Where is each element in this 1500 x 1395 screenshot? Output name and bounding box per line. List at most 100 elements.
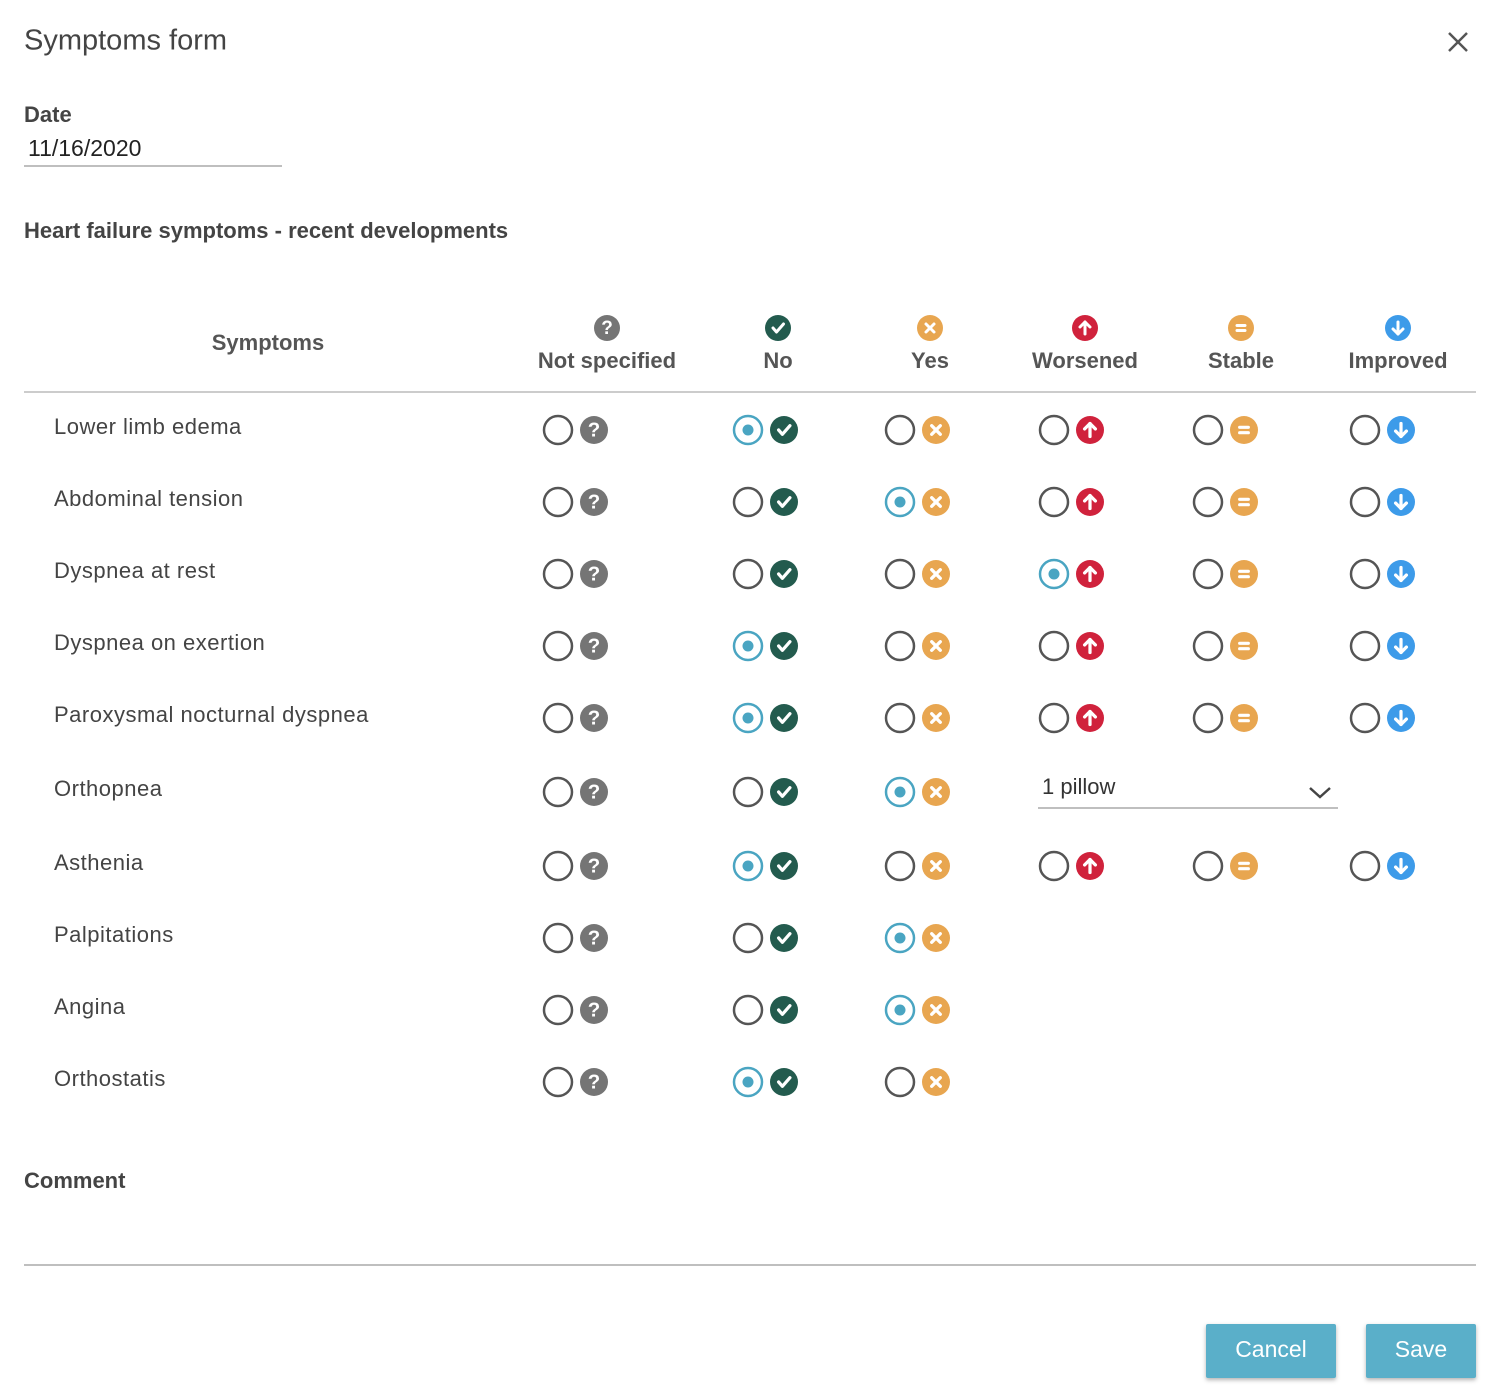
option-icon	[922, 778, 950, 806]
radio[interactable]	[542, 558, 574, 590]
radio-option[interactable]	[1349, 850, 1381, 882]
radio[interactable]	[1038, 850, 1070, 882]
radio[interactable]	[542, 414, 574, 446]
radio-option[interactable]	[1349, 630, 1381, 662]
radio-option[interactable]	[542, 1066, 574, 1098]
radio-option[interactable]	[732, 486, 764, 518]
radio-option[interactable]	[884, 558, 916, 590]
radio-option[interactable]	[1349, 558, 1381, 590]
radio-option[interactable]	[732, 414, 764, 446]
date-input[interactable]: 11/16/2020	[28, 135, 141, 161]
radio-option[interactable]	[1038, 850, 1070, 882]
radio[interactable]	[1349, 486, 1381, 518]
radio-option[interactable]	[542, 414, 574, 446]
radio-option[interactable]	[542, 994, 574, 1026]
radio-option[interactable]	[1038, 702, 1070, 734]
radio-option[interactable]	[1349, 702, 1381, 734]
radio-option[interactable]	[1349, 486, 1381, 518]
button[interactable]: Save	[1366, 1324, 1476, 1378]
radio[interactable]	[1192, 630, 1224, 662]
radio-option[interactable]	[1038, 414, 1070, 446]
radio[interactable]	[542, 922, 574, 954]
radio-option[interactable]	[884, 994, 916, 1026]
radio[interactable]	[542, 486, 574, 518]
radio-option[interactable]	[732, 630, 764, 662]
radio[interactable]	[1192, 414, 1224, 446]
radio-option[interactable]	[884, 922, 916, 954]
radio-option[interactable]	[884, 486, 916, 518]
radio[interactable]	[1192, 486, 1224, 518]
radio[interactable]	[1038, 486, 1070, 518]
radio[interactable]	[732, 486, 764, 518]
radio-option[interactable]	[1192, 486, 1224, 518]
radio-option[interactable]	[732, 922, 764, 954]
radio[interactable]	[1349, 630, 1381, 662]
radio[interactable]	[542, 776, 574, 808]
button-label[interactable]: Cancel	[1235, 1336, 1307, 1362]
radio-option[interactable]	[1192, 414, 1224, 446]
radio-option[interactable]	[1192, 630, 1224, 662]
radio-option[interactable]	[1349, 414, 1381, 446]
select-chevron[interactable]	[1309, 787, 1331, 799]
radio-option[interactable]	[542, 776, 574, 808]
close-button[interactable]	[1448, 32, 1468, 52]
radio-option[interactable]	[542, 702, 574, 734]
icon-glyph: ?	[601, 318, 613, 339]
radio[interactable]	[1349, 558, 1381, 590]
radio[interactable]	[542, 1066, 574, 1098]
radio[interactable]	[1038, 702, 1070, 734]
radio[interactable]	[884, 558, 916, 590]
radio-option[interactable]	[884, 776, 916, 808]
radio[interactable]	[884, 630, 916, 662]
radio[interactable]	[542, 994, 574, 1026]
radio-option[interactable]	[542, 558, 574, 590]
radio-option[interactable]	[884, 702, 916, 734]
radio-option[interactable]	[1038, 630, 1070, 662]
radio-option[interactable]	[732, 850, 764, 882]
radio[interactable]	[884, 850, 916, 882]
radio[interactable]	[1192, 850, 1224, 882]
radio-option[interactable]	[542, 850, 574, 882]
radio[interactable]	[1192, 702, 1224, 734]
radio[interactable]	[542, 850, 574, 882]
radio-option[interactable]	[542, 486, 574, 518]
radio[interactable]	[1192, 558, 1224, 590]
radio-option[interactable]	[542, 630, 574, 662]
radio-option[interactable]	[542, 922, 574, 954]
button[interactable]: Cancel	[1206, 1324, 1336, 1378]
radio-option[interactable]	[732, 702, 764, 734]
radio[interactable]	[732, 994, 764, 1026]
radio[interactable]	[1038, 630, 1070, 662]
radio-option[interactable]	[884, 414, 916, 446]
radio[interactable]	[1349, 850, 1381, 882]
radio[interactable]	[1038, 414, 1070, 446]
radio-option[interactable]	[884, 630, 916, 662]
radio[interactable]	[884, 702, 916, 734]
button-label[interactable]: Save	[1395, 1336, 1447, 1362]
radio[interactable]	[1349, 702, 1381, 734]
radio-option[interactable]	[732, 994, 764, 1026]
radio-option[interactable]	[884, 850, 916, 882]
radio[interactable]	[884, 1066, 916, 1098]
radio-option[interactable]	[1192, 558, 1224, 590]
radio-option[interactable]	[732, 776, 764, 808]
radio-option[interactable]	[1038, 486, 1070, 518]
radio-option[interactable]	[732, 1066, 764, 1098]
radio[interactable]	[542, 630, 574, 662]
radio[interactable]	[1349, 414, 1381, 446]
radio[interactable]	[542, 702, 574, 734]
select-value[interactable]: 1 pillow	[1042, 774, 1115, 799]
radio[interactable]	[732, 922, 764, 954]
radio-option[interactable]	[1192, 702, 1224, 734]
radio-option[interactable]	[732, 558, 764, 590]
radio[interactable]	[732, 558, 764, 590]
button-bg[interactable]	[1366, 1324, 1476, 1378]
radio[interactable]	[884, 414, 916, 446]
radio[interactable]	[732, 776, 764, 808]
radio-option[interactable]	[884, 1066, 916, 1098]
radio-option[interactable]	[1038, 558, 1070, 590]
icon-circle	[580, 924, 608, 952]
button-bg[interactable]	[1206, 1324, 1336, 1378]
radio-option[interactable]	[1192, 850, 1224, 882]
option-icon: ?	[580, 488, 608, 516]
